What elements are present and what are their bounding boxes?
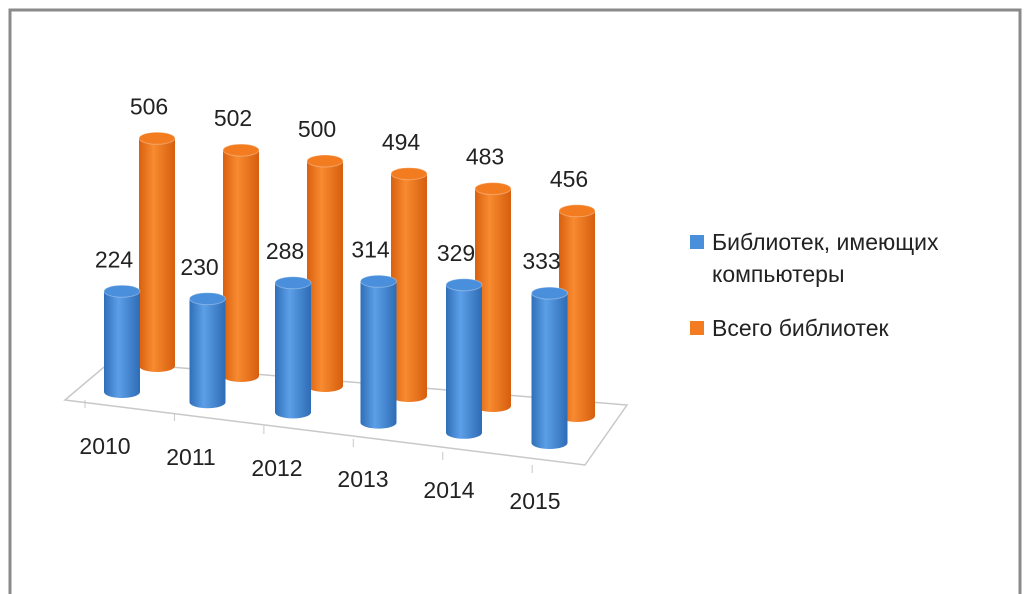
cylinder-body — [307, 161, 343, 392]
cylinder — [306, 154, 344, 392]
data-label: 494 — [382, 129, 421, 155]
cylinder-top — [138, 131, 176, 145]
legend-swatch — [690, 235, 704, 249]
cylinder-top — [189, 292, 226, 306]
cylinder-top — [360, 274, 397, 288]
data-label: 502 — [214, 105, 252, 131]
legend-label: Библиотек, имеющих компьютеры — [712, 229, 939, 287]
cylinder-top — [390, 167, 428, 181]
cylinder-top — [103, 284, 141, 298]
x-tick-label: 2014 — [423, 477, 474, 503]
cylinder-body — [223, 150, 259, 382]
cylinder-body — [189, 298, 226, 409]
cylinder-top — [531, 286, 568, 300]
data-label: 329 — [437, 240, 475, 266]
cylinder — [445, 278, 483, 439]
data-label: 506 — [130, 93, 168, 119]
data-label: 314 — [351, 236, 390, 262]
data-label: 483 — [466, 144, 504, 170]
cylinder-top — [474, 182, 512, 196]
cylinder — [138, 131, 176, 372]
data-label: 230 — [180, 254, 218, 280]
cylinder-body — [531, 293, 568, 449]
x-tick-label: 2013 — [337, 466, 388, 492]
cylinder-top — [445, 278, 483, 292]
frame — [8, 8, 1022, 594]
cylinder-body — [275, 282, 311, 419]
legend-label: Всего библиотек — [712, 315, 889, 341]
cylinder-body — [446, 284, 482, 439]
x-tick-label: 2015 — [509, 488, 560, 514]
cylinder — [474, 182, 512, 412]
cylinder-body — [391, 173, 427, 402]
data-label: 224 — [95, 246, 134, 272]
legend: Библиотек, имеющих компьютеры Всего библи… — [690, 226, 1020, 366]
data-label: 456 — [550, 166, 588, 192]
legend-swatch — [690, 321, 704, 335]
cylinder — [558, 204, 596, 422]
cylinder-body — [475, 188, 511, 412]
cylinder — [274, 276, 312, 419]
x-tick-label: 2011 — [166, 444, 215, 470]
cylinder — [103, 284, 141, 398]
cylinder-body — [360, 281, 397, 429]
legend-entry: Всего библиотек — [690, 312, 1020, 344]
cylinder — [360, 274, 397, 429]
legend-entry: Библиотек, имеющих компьютеры — [690, 226, 1020, 290]
cylinder-body — [559, 210, 595, 422]
cylinder — [222, 143, 260, 382]
cylinder-body — [104, 291, 140, 398]
cylinder — [390, 167, 428, 402]
cylinder-top — [558, 204, 596, 218]
cylinder — [189, 292, 226, 409]
cylinder — [531, 286, 568, 449]
cylinder-top — [222, 143, 260, 157]
data-label: 500 — [298, 116, 336, 142]
data-label: 333 — [522, 248, 560, 274]
cylinder-top — [274, 276, 312, 290]
data-label: 288 — [266, 238, 304, 264]
cylinder-top — [306, 154, 344, 168]
x-tick-label: 2012 — [251, 455, 302, 481]
x-tick-label: 2010 — [79, 433, 130, 459]
cylinder-body — [139, 138, 175, 372]
